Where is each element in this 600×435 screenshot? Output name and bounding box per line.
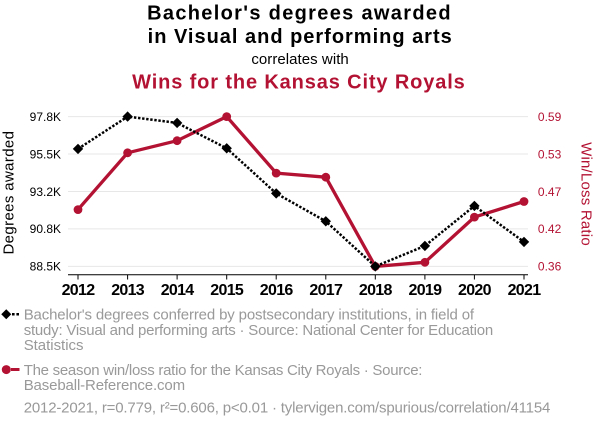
svg-text:90.8K: 90.8K xyxy=(30,222,61,236)
svg-text:93.2K: 93.2K xyxy=(30,185,61,199)
svg-text:2013: 2013 xyxy=(111,282,145,299)
svg-text:88.5K: 88.5K xyxy=(30,260,61,274)
svg-text:Wins for the Kansas City Royal: Wins for the Kansas City Royals xyxy=(132,71,466,93)
svg-text:in Visual and performing arts: in Visual and performing arts xyxy=(148,26,453,48)
svg-text:95.5K: 95.5K xyxy=(30,147,61,161)
svg-text:2018: 2018 xyxy=(359,282,393,299)
svg-text:2014: 2014 xyxy=(161,282,195,299)
svg-text:2020: 2020 xyxy=(458,282,492,299)
svg-text:study: Visual and performing a: study: Visual and performing arts · Sour… xyxy=(24,322,493,339)
svg-text:Statistics: Statistics xyxy=(24,337,84,354)
svg-text:2017: 2017 xyxy=(309,282,343,299)
svg-text:2016: 2016 xyxy=(260,282,294,299)
svg-text:2015: 2015 xyxy=(210,282,244,299)
svg-text:Degrees awarded: Degrees awarded xyxy=(1,131,18,255)
svg-text:Baseball-Reference.com: Baseball-Reference.com xyxy=(24,377,185,394)
svg-text:0.59: 0.59 xyxy=(538,110,562,124)
svg-text:Bachelor's degrees awarded: Bachelor's degrees awarded xyxy=(147,2,452,24)
svg-text:97.8K: 97.8K xyxy=(30,110,61,124)
svg-text:Bachelor's degrees conferred b: Bachelor's degrees conferred by postseco… xyxy=(24,306,475,323)
svg-text:2012: 2012 xyxy=(62,282,96,299)
svg-text:0.36: 0.36 xyxy=(538,260,562,274)
svg-text:2019: 2019 xyxy=(409,282,443,299)
svg-text:0.53: 0.53 xyxy=(538,147,562,161)
svg-text:The season win/loss ratio for: The season win/loss ratio for the Kansas… xyxy=(24,362,423,379)
svg-text:0.42: 0.42 xyxy=(538,222,562,236)
svg-text:correlates with: correlates with xyxy=(251,51,348,68)
svg-text:0.47: 0.47 xyxy=(538,185,562,199)
svg-text:2021: 2021 xyxy=(508,282,542,299)
svg-text:2012-2021, r=0.779, r²=0.606,: 2012-2021, r=0.779, r²=0.606, p<0.01 · t… xyxy=(24,400,550,417)
svg-text:Win/Loss Ratio: Win/Loss Ratio xyxy=(578,142,595,246)
